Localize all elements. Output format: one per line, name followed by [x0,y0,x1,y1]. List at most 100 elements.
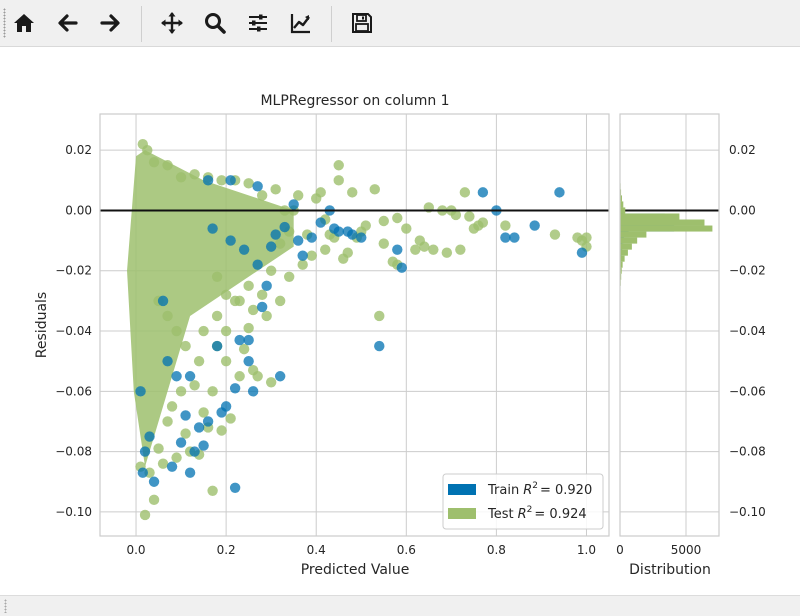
histogram-test-bar [620,261,623,268]
train-point [148,476,160,487]
histogram-y-tick-labels: 0.02 0.00 −0.02 −0.04 −0.06 −0.08 −0.10 [729,143,766,519]
histogram-y-tick-label: −0.02 [729,264,766,278]
legend-test-label: Test R2 = 0.924 [487,505,587,522]
figure-canvas[interactable]: MLPRegressor on column 1 0.0 0.2 0.4 0.6 0.8… [0,47,800,595]
test-point [166,401,178,412]
test-point [225,413,236,424]
legend-train-swatch [448,484,476,495]
train-point [166,461,178,472]
histogram-test-bar [620,249,628,256]
test-point [459,187,471,198]
line-chart-icon [290,14,310,34]
train-point [306,232,317,243]
configure-subplots-button[interactable] [241,6,275,40]
toolbar-separator [141,6,142,42]
histogram-y-tick-label: 0.00 [729,203,756,217]
test-point [171,452,182,463]
legend-test-swatch [448,508,476,519]
train-point [477,187,489,198]
test-point [193,355,205,367]
test-point [283,271,295,282]
test-point [243,280,254,292]
test-point [207,386,218,397]
x-tick-label: 0.6 [397,543,416,557]
test-point [333,160,344,171]
navigation-toolbar [0,0,800,47]
test-point [387,256,398,267]
histogram-test-bar [620,195,622,202]
test-point [378,215,389,227]
train-point [252,181,263,192]
train-point [261,280,272,292]
test-point [347,187,358,198]
test-point [410,244,421,255]
train-point [211,340,223,352]
histogram-test-bar [620,213,680,220]
test-point [369,184,380,195]
test-point [256,289,268,301]
train-point [184,371,196,382]
edit-axes-button[interactable] [284,6,318,40]
train-point [202,416,214,427]
back-button[interactable] [51,6,85,40]
test-point [256,190,268,201]
test-point [333,175,344,186]
train-point [243,334,254,346]
test-point [414,235,426,246]
test-point [220,355,232,367]
test-point [175,172,187,183]
forward-button[interactable] [93,6,127,40]
sliders-icon [249,14,267,32]
toolbar-grip[interactable] [3,8,6,38]
test-point [220,325,232,337]
train-point [576,247,588,258]
save-button[interactable] [345,6,379,40]
test-point [198,407,209,418]
test-point [234,371,245,382]
test-points [127,138,592,521]
test-point [198,325,209,337]
legend-test-r2-value: = 0.924 [534,507,586,522]
test-point [238,343,250,355]
train-point [198,440,209,451]
histogram-y-tick-label: −0.04 [729,324,766,338]
home-button[interactable] [7,6,41,40]
train-point [265,241,277,252]
test-point [464,211,475,222]
test-point [306,250,317,261]
test-point [243,322,254,334]
histogram-test-bar [620,225,713,232]
train-point [225,235,236,246]
histogram-y-tick-label: 0.02 [729,143,756,157]
y-tick-label: 0.02 [65,143,92,157]
train-point [139,446,151,457]
zoom-button[interactable] [198,6,232,40]
train-point [216,407,227,418]
test-point [378,238,389,249]
test-point [162,310,173,322]
histogram-x-tick-label: 5000 [671,543,702,557]
test-point [175,386,187,397]
x-tick-label: 0.2 [217,543,236,557]
test-point [148,157,160,168]
y-tick-label: 0.00 [65,203,92,217]
x-axis-label: Predicted Value [301,562,410,578]
pan-button[interactable] [155,6,189,40]
test-point [468,223,480,234]
train-point [247,386,259,397]
y-tick-labels: 0.02 0.00 −0.02 −0.04 −0.06 −0.08 −0.10 [55,143,92,519]
test-point [274,238,286,249]
x-tick-labels: 0.0 0.2 0.4 0.6 0.8 1.0 [126,543,596,557]
train-point [171,371,182,382]
histogram-test-bar [620,255,625,262]
magnifier-icon [205,13,226,34]
histogram-test-bar [620,231,647,238]
train-point [315,217,326,228]
dense-test-cloud [127,150,294,467]
train-point [297,250,308,261]
test-point [247,365,259,376]
test-point [265,265,277,276]
size-grip[interactable] [4,599,7,613]
train-point [270,229,281,240]
train-point [243,355,254,367]
